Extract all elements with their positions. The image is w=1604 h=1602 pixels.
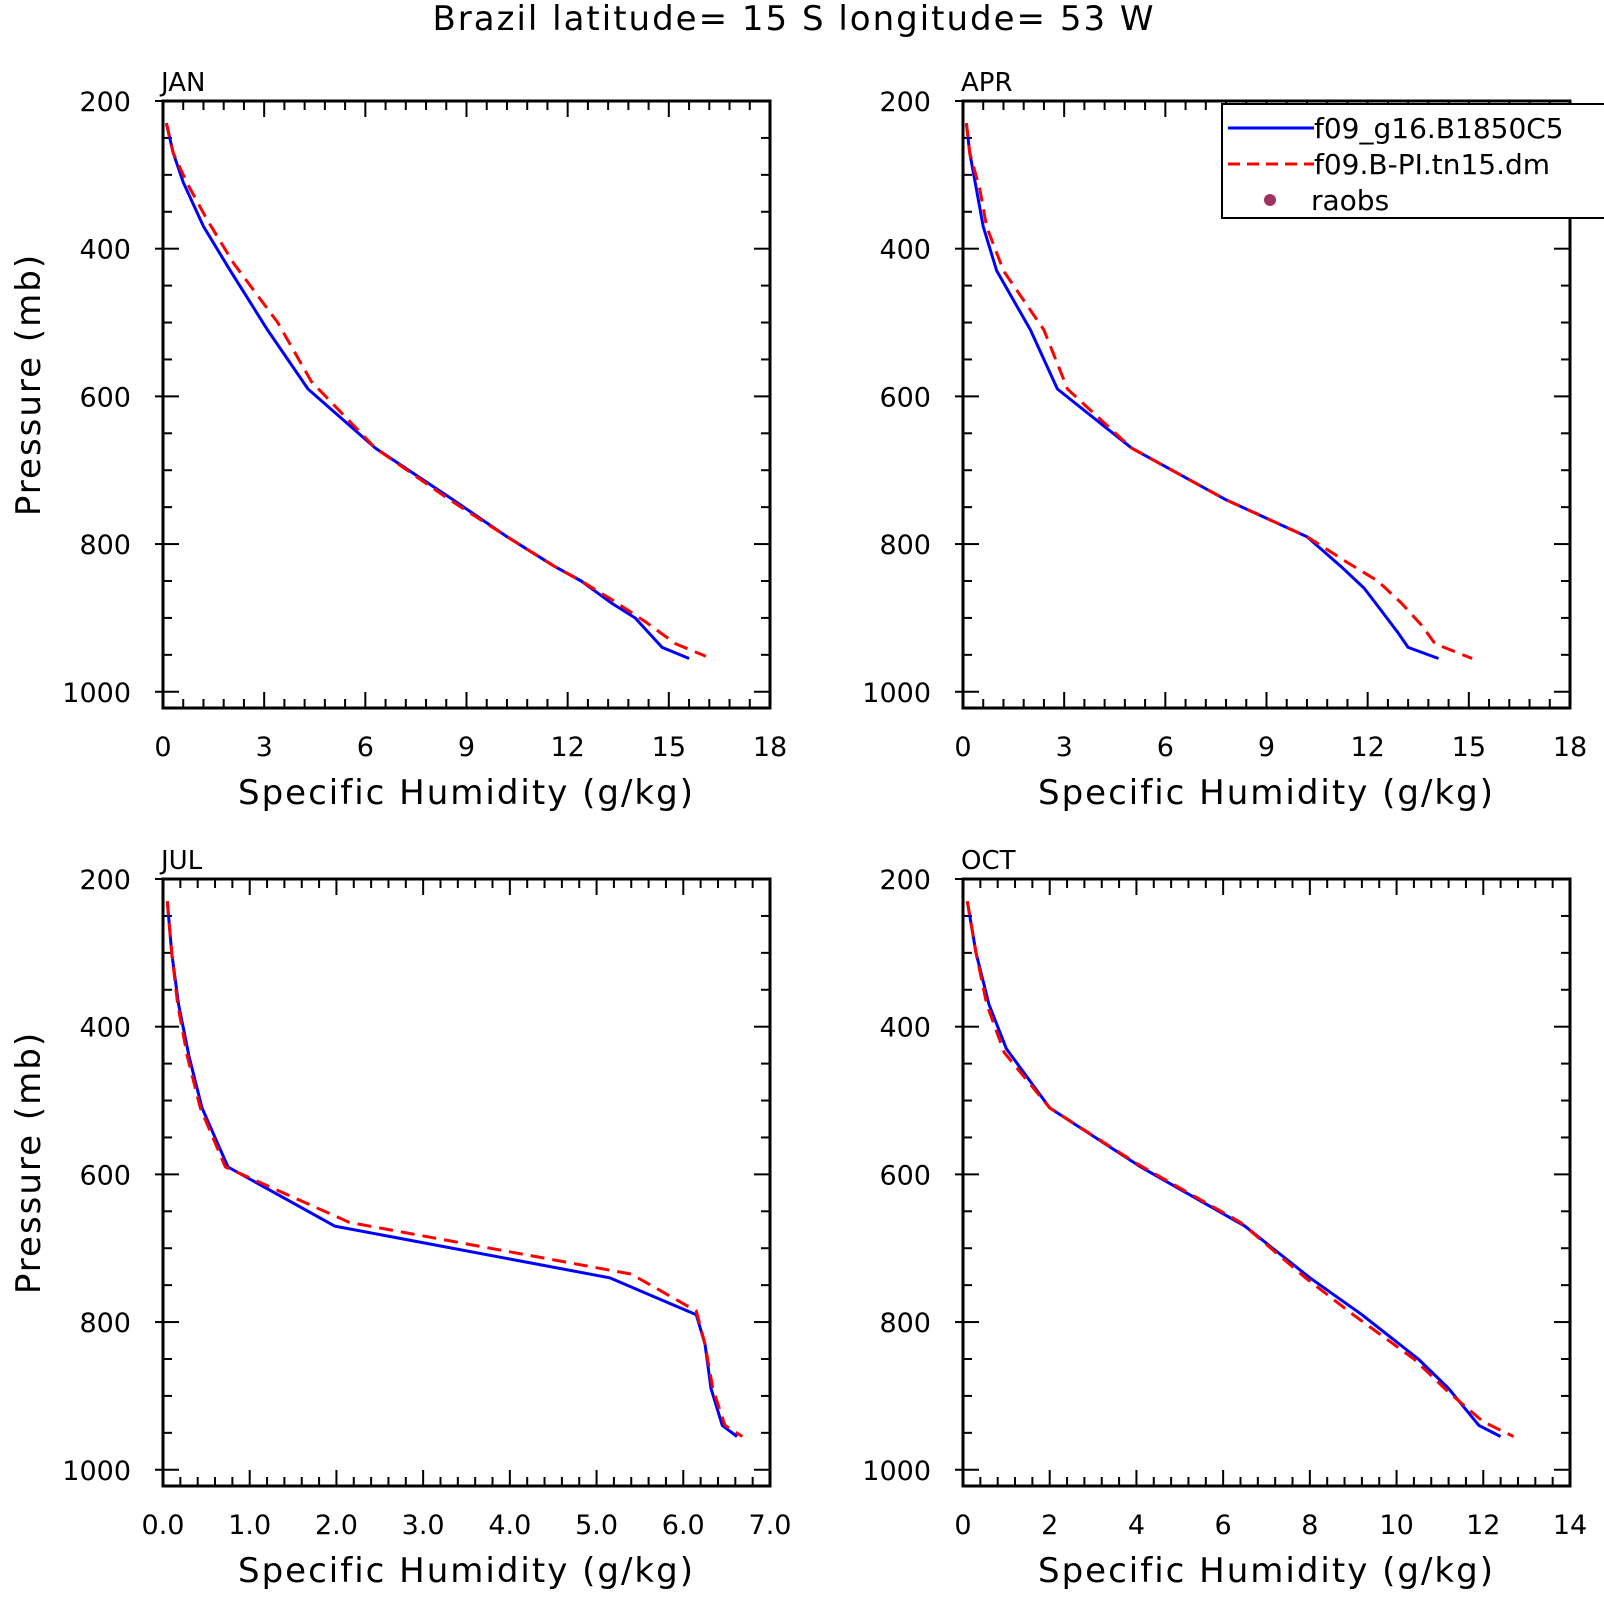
series-line-f09-g16 [965, 900, 1502, 1438]
plot-frame [161, 99, 772, 710]
legend-label: raobs [1311, 184, 1389, 217]
y-axis-title: Pressure (mb) [9, 253, 49, 516]
series-line-f09-g16 [164, 122, 690, 660]
panel-title: APR [961, 68, 1013, 98]
series-line-f09-b-pi [965, 900, 1515, 1438]
x-tick-label: 0.0 [142, 1510, 185, 1541]
x-tick-label: 0 [954, 732, 971, 763]
x-tick-label: 3 [256, 732, 273, 763]
x-tick-label: 15 [652, 732, 686, 763]
y-tick-label: 400 [879, 1013, 931, 1044]
x-tick-label: 18 [1553, 732, 1587, 763]
x-axis-title: Specific Humidity (g/kg) [238, 773, 695, 813]
x-tick-label: 3.0 [402, 1510, 445, 1541]
x-tick-label: 1.0 [228, 1510, 271, 1541]
x-tick-label: 7.0 [749, 1510, 792, 1541]
figure-title: Brazil latitude= 15 S longitude= 53 W [432, 0, 1155, 39]
y-tick-label: 400 [879, 235, 931, 266]
y-axis-title: Pressure (mb) [9, 1031, 49, 1294]
panel-title: JAN [159, 68, 205, 98]
x-axis-title: Specific Humidity (g/kg) [238, 1551, 695, 1591]
y-tick-label: 600 [879, 382, 931, 413]
y-tick-label: 1000 [62, 678, 131, 709]
y-tick-label: 1000 [862, 678, 931, 709]
y-tick-label: 200 [879, 865, 931, 896]
y-tick-label: 400 [79, 1013, 131, 1044]
legend-label: f09.B-PI.tn15.dm [1314, 148, 1550, 181]
x-tick-label: 2.0 [315, 1510, 358, 1541]
panel-jul: 0.0 1.0 2.0 3.0 4.0 5.0 6.0 7.0 200 400 600 800 1000… [9, 846, 791, 1591]
panel-title: JUL [159, 846, 203, 876]
y-tick-label: 600 [79, 1160, 131, 1191]
x-tick-label: 12 [1350, 732, 1384, 763]
y-tick-label: 600 [79, 382, 131, 413]
plot-frame [161, 877, 772, 1488]
panel-jan: 0 3 6 9 12 15 18 200 400 600 800 1000 JAN Specific Hu… [9, 68, 787, 813]
y-tick-label: 800 [879, 530, 931, 561]
x-tick-label: 14 [1553, 1510, 1587, 1541]
x-tick-label: 9 [1258, 732, 1275, 763]
x-tick-label: 4.0 [488, 1510, 531, 1541]
x-tick-label: 6 [1215, 1510, 1232, 1541]
x-axis-title: Specific Humidity (g/kg) [1038, 1551, 1495, 1591]
x-tick-label: 10 [1379, 1510, 1413, 1541]
x-axis-title: Specific Humidity (g/kg) [1038, 773, 1495, 813]
x-tick-label: 0 [954, 1510, 971, 1541]
x-tick-label: 9 [458, 732, 475, 763]
y-tick-label: 200 [79, 87, 131, 118]
plot-frame [961, 877, 1572, 1488]
x-tick-label: 4 [1128, 1510, 1145, 1541]
series-line-f09-b-pi [164, 122, 707, 658]
x-tick-label: 12 [1466, 1510, 1500, 1541]
y-tick-label: 800 [879, 1308, 931, 1339]
x-tick-label: 8 [1301, 1510, 1318, 1541]
y-tick-label: 800 [79, 530, 131, 561]
x-tick-label: 2 [1041, 1510, 1058, 1541]
series-line-f09-b-pi [165, 901, 744, 1438]
y-tick-label: 1000 [862, 1456, 931, 1487]
x-tick-label: 6 [357, 732, 374, 763]
legend-label: f09_g16.B1850C5 [1314, 112, 1564, 145]
x-tick-label: 12 [550, 732, 584, 763]
y-tick-label: 400 [79, 235, 131, 266]
x-tick-label: 18 [753, 732, 787, 763]
x-tick-label: 15 [1452, 732, 1486, 763]
x-tick-label: 6.0 [662, 1510, 705, 1541]
x-tick-label: 6 [1157, 732, 1174, 763]
legend-box [1221, 103, 1604, 219]
panel-oct: 0 2 4 6 8 10 12 14 200 400 600 800 1000 OCT Specific H… [862, 846, 1587, 1591]
y-tick-label: 1000 [62, 1456, 131, 1487]
series-line-f09-b-pi [964, 123, 1473, 660]
series-line-f09-g16 [165, 901, 738, 1438]
legend-marker [1264, 194, 1276, 206]
panel-title: OCT [961, 846, 1016, 876]
x-tick-label: 5.0 [575, 1510, 618, 1541]
x-tick-label: 3 [1056, 732, 1073, 763]
y-tick-label: 800 [79, 1308, 131, 1339]
x-tick-label: 0 [154, 732, 171, 763]
y-tick-label: 200 [879, 87, 931, 118]
y-tick-label: 200 [79, 865, 131, 896]
y-tick-label: 600 [879, 1160, 931, 1191]
